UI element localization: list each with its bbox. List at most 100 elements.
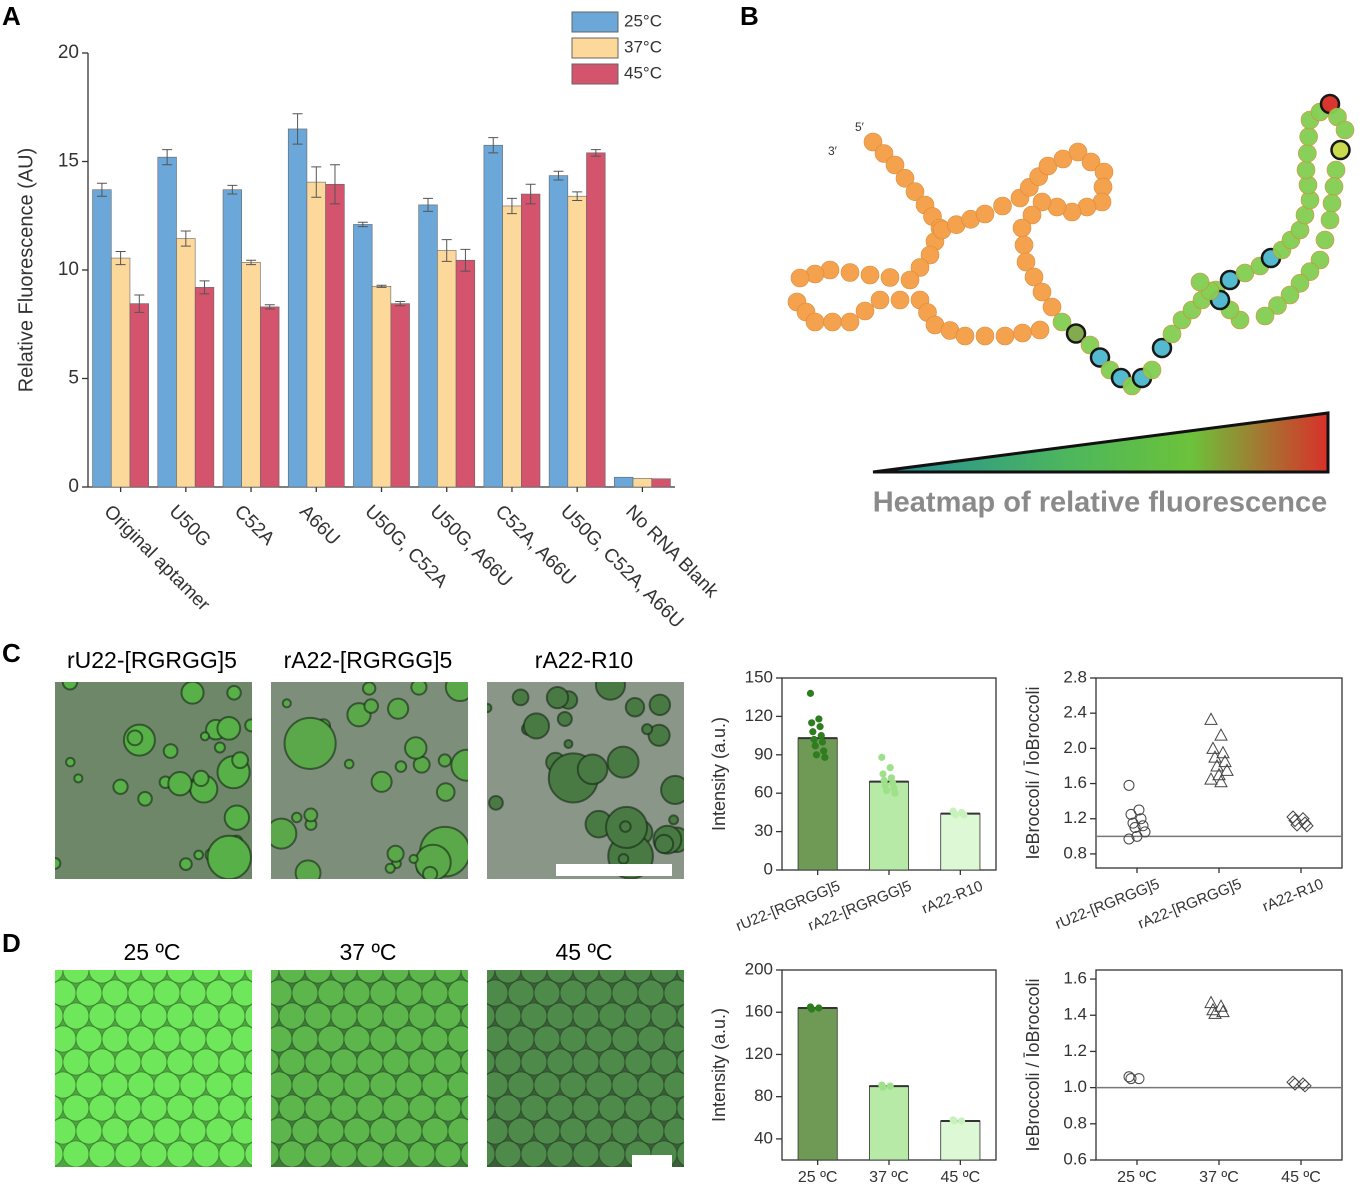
- x-tick-label: 25 ºC: [798, 1169, 838, 1186]
- bar: [353, 224, 373, 488]
- droplet: [619, 820, 632, 833]
- nucleotide: [955, 326, 975, 346]
- droplet: [330, 1140, 358, 1167]
- nucleotide: [1042, 297, 1062, 317]
- droplet: [520, 970, 548, 984]
- error-bar: [329, 164, 340, 205]
- y-tick-label: 160: [745, 1002, 773, 1021]
- droplet: [179, 1071, 207, 1099]
- data-point: [1208, 1006, 1222, 1019]
- nucleotide: [1012, 218, 1032, 238]
- y-tick-label: 1.2: [1063, 808, 1087, 827]
- droplet: [611, 1117, 639, 1145]
- droplet: [487, 702, 493, 714]
- y-tick-label: 10: [58, 259, 79, 280]
- bar: [614, 476, 634, 488]
- panel-label: C: [2, 638, 21, 668]
- droplet: [330, 1094, 358, 1122]
- droplet: [271, 970, 280, 983]
- data-point: [1129, 822, 1141, 834]
- droplet: [395, 1117, 423, 1145]
- droplet: [520, 1094, 548, 1122]
- error-bar: [180, 230, 191, 247]
- droplet: [690, 980, 716, 1006]
- nucleotide: [1162, 324, 1182, 344]
- bar: [287, 128, 308, 488]
- droplet: [55, 1117, 77, 1145]
- y-tick-label: 20: [58, 42, 79, 63]
- data-point: [879, 1083, 887, 1091]
- nucleotide: [1030, 320, 1050, 340]
- droplet: [55, 1049, 64, 1075]
- droplet: [382, 1048, 410, 1076]
- x-tick-label: A66U: [295, 501, 343, 549]
- y-axis-label: Relative Fluorescence (AU): [15, 148, 37, 393]
- nucleotide: [1315, 230, 1335, 250]
- droplet: [62, 1048, 90, 1076]
- droplet: [422, 865, 439, 879]
- droplet: [487, 1025, 509, 1053]
- error-bar: [525, 183, 536, 205]
- end-label: 5′: [855, 120, 865, 134]
- nucleotide: [1016, 252, 1036, 272]
- nucleotide: [920, 245, 940, 265]
- droplet: [585, 1071, 613, 1099]
- bar: [797, 1007, 838, 1161]
- droplet: [304, 1002, 332, 1030]
- droplet: [127, 979, 155, 1007]
- data-point: [891, 789, 899, 797]
- data-point: [951, 811, 960, 819]
- error-bar: [376, 284, 387, 288]
- y-tick-label: 0.8: [1063, 1113, 1087, 1132]
- droplet: [533, 979, 561, 1007]
- bar: [437, 250, 457, 488]
- droplet: [271, 1003, 280, 1029]
- droplet: [387, 697, 410, 720]
- droplet: [140, 1094, 168, 1122]
- droplet: [55, 1141, 64, 1167]
- panel-label: B: [740, 1, 759, 31]
- scale-bar: [632, 1155, 672, 1167]
- droplet: [559, 1071, 587, 1099]
- droplet: [75, 1025, 103, 1053]
- bar: [110, 257, 131, 488]
- droplet: [179, 979, 207, 1007]
- data-point: [1298, 1079, 1312, 1093]
- droplet: [205, 1025, 233, 1053]
- data-point: [1125, 808, 1137, 820]
- droplet: [447, 979, 468, 1007]
- data-point: [1300, 819, 1314, 833]
- x-tick-label: 37 ºC: [1199, 1169, 1239, 1186]
- droplet: [460, 1095, 468, 1121]
- droplet: [127, 1117, 155, 1145]
- error-bar: [134, 294, 145, 313]
- nucleotide: [910, 258, 930, 277]
- nucleotide: [1081, 152, 1101, 172]
- data-point: [957, 1117, 966, 1125]
- droplet: [356, 1140, 384, 1167]
- data-point: [886, 764, 894, 772]
- droplet: [624, 1094, 652, 1122]
- droplet: [556, 710, 573, 727]
- y-tick-label: 90: [754, 744, 773, 763]
- droplet: [231, 1117, 252, 1145]
- droplet: [370, 770, 393, 793]
- x-tick-label: U50G: [165, 501, 215, 551]
- error-bar: [590, 149, 601, 157]
- legend-swatch: [571, 11, 619, 33]
- droplet: [434, 1140, 462, 1167]
- bar: [502, 205, 522, 488]
- droplet: [271, 1071, 293, 1099]
- droplet: [408, 1094, 436, 1122]
- data-point: [808, 1005, 816, 1013]
- error-bar: [506, 197, 517, 215]
- error-bar: [311, 166, 322, 198]
- droplet: [450, 748, 468, 782]
- bar: [940, 1120, 981, 1161]
- droplet: [395, 1071, 423, 1099]
- error-bar: [199, 280, 210, 295]
- data-point: [1204, 712, 1218, 725]
- data-point: [1123, 779, 1135, 791]
- data-point: [960, 811, 968, 819]
